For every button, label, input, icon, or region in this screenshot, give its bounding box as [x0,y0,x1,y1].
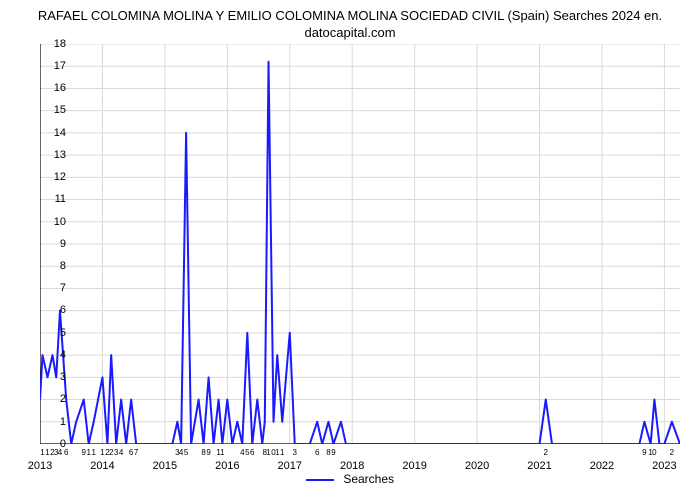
x-year-label: 2015 [153,460,177,472]
x-year-label: 2019 [402,460,426,472]
y-tick-label: 7 [60,282,66,294]
x-minor-label: 0 [652,448,656,457]
y-tick-label: 5 [60,327,66,339]
x-minor-label: 4 [58,448,62,457]
x-minor-label: 9 [331,448,335,457]
x-minor-label: 1 [91,448,95,457]
x-minor-label: 1 [266,448,270,457]
x-minor-label: 6 [64,448,68,457]
x-minor-label: 4 [179,448,183,457]
x-minor-label: 9 [206,448,210,457]
x-year-label: 2013 [28,460,52,472]
x-minor-label: 1 [220,448,224,457]
legend-swatch [306,479,334,481]
x-minor-label: 1 [100,448,104,457]
x-minor-label: 1 [86,448,90,457]
x-minor-label: 2 [544,448,548,457]
x-year-label: 2020 [465,460,489,472]
x-minor-label: 2 [109,448,113,457]
x-year-label: 2021 [527,460,551,472]
legend: Searches [10,472,690,486]
x-minor-label: 1 [45,448,49,457]
x-minor-label: 5 [245,448,249,457]
y-tick-label: 12 [54,171,66,183]
y-tick-label: 11 [55,193,66,205]
x-minor-label: 7 [134,448,138,457]
x-minor-label: 1 [275,448,279,457]
y-tick-label: 10 [54,216,66,228]
x-minor-label: 4 [240,448,244,457]
x-minor-label: 9 [81,448,85,457]
chart-title-line1: RAFAEL COLOMINA MOLINA Y EMILIO COLOMINA… [38,8,662,23]
plot-region: 0123456789101112131415161718201320142015… [40,44,680,444]
chart-title: RAFAEL COLOMINA MOLINA Y EMILIO COLOMINA… [10,8,690,42]
x-minor-label: 5 [184,448,188,457]
chart-svg [40,44,680,444]
x-minor-label: 2 [670,448,674,457]
y-tick-label: 8 [60,260,66,272]
y-tick-label: 13 [54,149,66,161]
y-tick-label: 18 [54,38,66,50]
y-tick-label: 2 [60,393,66,405]
x-minor-label: 6 [315,448,319,457]
y-tick-label: 4 [60,349,66,361]
y-tick-label: 6 [60,304,66,316]
x-year-label: 2022 [590,460,614,472]
y-tick-label: 17 [54,60,66,72]
y-tick-label: 3 [60,371,66,383]
legend-label: Searches [343,472,394,486]
x-year-label: 2014 [90,460,114,472]
x-minor-label: 1 [280,448,284,457]
y-tick-label: 16 [54,82,66,94]
x-minor-label: 6 [250,448,254,457]
x-year-label: 2017 [278,460,302,472]
chart-title-line2: datocapital.com [304,25,395,40]
x-minor-label: 8 [326,448,330,457]
x-minor-label: 3 [293,448,297,457]
x-year-label: 2018 [340,460,364,472]
y-tick-label: 9 [60,238,66,250]
x-minor-label: 6 [129,448,133,457]
x-minor-label: 9 [642,448,646,457]
x-minor-label: 4 [119,448,123,457]
y-tick-label: 15 [54,104,66,116]
y-tick-label: 14 [54,127,66,139]
y-tick-label: 1 [60,416,66,428]
x-year-label: 2023 [652,460,676,472]
x-minor-label: 8 [201,448,205,457]
x-minor-label: 1 [40,448,44,457]
x-year-label: 2016 [215,460,239,472]
x-minor-label: 3 [114,448,118,457]
chart-container: RAFAEL COLOMINA MOLINA Y EMILIO COLOMINA… [0,0,700,500]
